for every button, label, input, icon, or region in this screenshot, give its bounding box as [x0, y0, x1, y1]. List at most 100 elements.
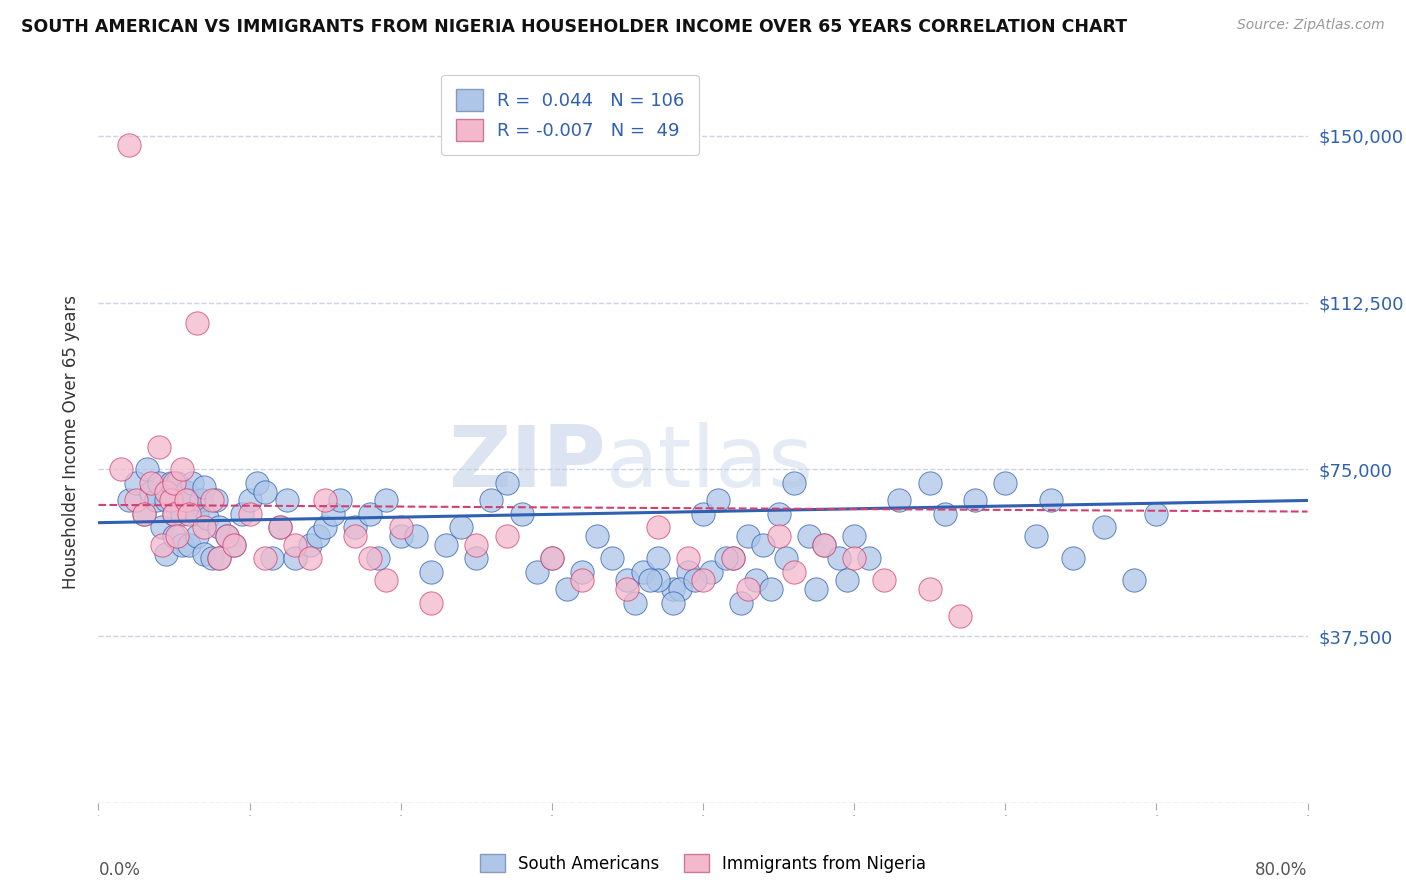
Point: [262, 551, 284, 566]
Point: [647, 574, 669, 588]
Point: [389, 520, 412, 534]
Point: [783, 475, 806, 490]
Point: [752, 538, 775, 552]
Point: [768, 529, 790, 543]
Point: [150, 538, 173, 552]
Point: [201, 493, 224, 508]
Point: [193, 480, 215, 494]
Point: [155, 484, 177, 499]
Point: [314, 520, 336, 534]
Point: [201, 551, 224, 566]
Point: [269, 520, 291, 534]
Point: [692, 507, 714, 521]
Point: [163, 507, 186, 521]
Point: [215, 529, 238, 543]
Point: [284, 551, 307, 566]
Point: [239, 507, 262, 521]
Point: [420, 565, 443, 579]
Point: [934, 507, 956, 521]
Point: [374, 493, 396, 508]
Point: [299, 551, 322, 566]
Point: [344, 529, 367, 543]
Point: [160, 493, 183, 508]
Point: [193, 520, 215, 534]
Point: [465, 538, 488, 552]
Point: [374, 574, 396, 588]
Point: [205, 493, 228, 508]
Point: [166, 475, 188, 490]
Point: [132, 507, 155, 521]
Point: [314, 493, 336, 508]
Point: [239, 493, 262, 508]
Legend: R =  0.044   N = 106, R = -0.007   N =  49: R = 0.044 N = 106, R = -0.007 N = 49: [441, 75, 699, 155]
Point: [322, 507, 344, 521]
Point: [174, 493, 197, 508]
Point: [661, 582, 683, 597]
Point: [797, 529, 820, 543]
Legend: South Americans, Immigrants from Nigeria: South Americans, Immigrants from Nigeria: [472, 847, 934, 880]
Point: [190, 493, 212, 508]
Point: [420, 596, 443, 610]
Point: [759, 582, 782, 597]
Point: [1092, 520, 1115, 534]
Point: [360, 507, 382, 521]
Point: [730, 596, 752, 610]
Point: [723, 551, 745, 566]
Point: [602, 551, 624, 566]
Point: [676, 551, 699, 566]
Point: [224, 538, 246, 552]
Point: [699, 565, 721, 579]
Point: [170, 462, 193, 476]
Point: [450, 520, 472, 534]
Point: [616, 574, 638, 588]
Point: [276, 493, 298, 508]
Point: [768, 507, 790, 521]
Point: [150, 520, 173, 534]
Point: [193, 547, 215, 561]
Text: Source: ZipAtlas.com: Source: ZipAtlas.com: [1237, 18, 1385, 32]
Point: [1146, 507, 1168, 521]
Point: [179, 507, 201, 521]
Point: [676, 565, 699, 579]
Text: SOUTH AMERICAN VS IMMIGRANTS FROM NIGERIA HOUSEHOLDER INCOME OVER 65 YEARS CORRE: SOUTH AMERICAN VS IMMIGRANTS FROM NIGERI…: [21, 18, 1128, 36]
Point: [170, 507, 193, 521]
Y-axis label: Householder Income Over 65 years: Householder Income Over 65 years: [62, 294, 80, 589]
Text: ZIP: ZIP: [449, 422, 606, 505]
Point: [208, 520, 231, 534]
Point: [555, 582, 578, 597]
Point: [163, 529, 186, 543]
Point: [215, 529, 238, 543]
Point: [685, 574, 707, 588]
Point: [737, 582, 759, 597]
Point: [163, 507, 186, 521]
Point: [405, 529, 427, 543]
Point: [616, 582, 638, 597]
Point: [844, 529, 866, 543]
Point: [174, 484, 197, 499]
Point: [775, 551, 797, 566]
Point: [166, 529, 188, 543]
Point: [783, 565, 806, 579]
Point: [224, 538, 246, 552]
Point: [707, 493, 730, 508]
Point: [835, 574, 858, 588]
Point: [208, 551, 231, 566]
Point: [307, 529, 329, 543]
Point: [889, 493, 911, 508]
Text: atlas: atlas: [606, 422, 814, 505]
Point: [163, 475, 186, 490]
Point: [813, 538, 835, 552]
Point: [624, 596, 647, 610]
Point: [181, 475, 204, 490]
Point: [434, 538, 457, 552]
Point: [179, 493, 201, 508]
Point: [918, 475, 941, 490]
Point: [994, 475, 1017, 490]
Point: [692, 574, 714, 588]
Point: [745, 574, 768, 588]
Point: [155, 547, 177, 561]
Point: [148, 475, 170, 490]
Point: [631, 565, 654, 579]
Point: [269, 520, 291, 534]
Point: [344, 520, 367, 534]
